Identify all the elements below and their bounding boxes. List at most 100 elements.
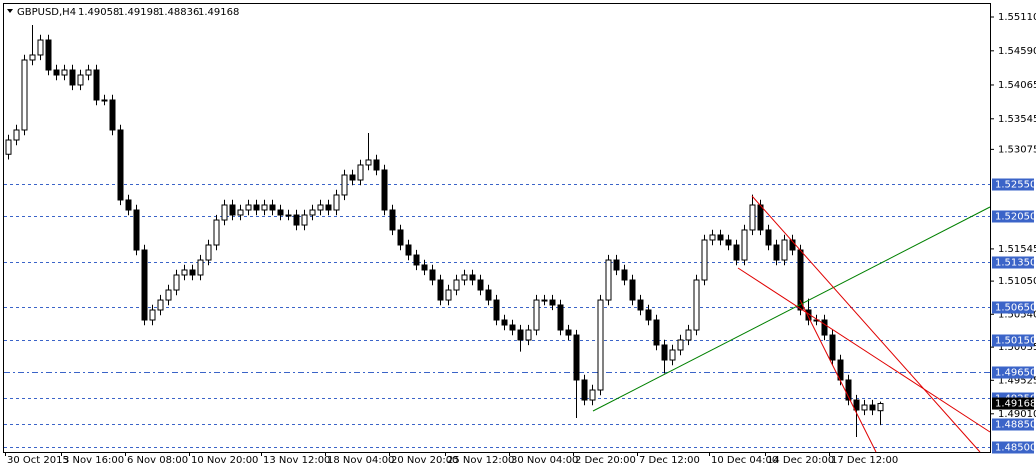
candle-body (221, 204, 228, 221)
candle-body (709, 234, 716, 241)
y-tick-label: 1.54590 (998, 46, 1036, 57)
candle-body (405, 244, 412, 256)
candle-body (701, 239, 708, 281)
candle-body (365, 159, 372, 166)
level-label: 1.52550 (995, 180, 1036, 191)
y-tick-label: 1.51050 (998, 276, 1036, 287)
trendline (751, 195, 981, 453)
candle-body (829, 334, 836, 361)
close-value: 1.49168 (198, 7, 239, 18)
y-tick-label: 1.49010 (998, 409, 1036, 420)
candle-body (357, 164, 364, 181)
candle-body (485, 289, 492, 301)
candle-body (461, 274, 468, 281)
candle-body (261, 204, 268, 211)
x-tick-label: 2 Dec 20:00 (575, 455, 636, 466)
candle-body (253, 204, 260, 211)
candle-body (413, 254, 420, 266)
candle-body (445, 289, 452, 301)
level-label: 1.50150 (995, 336, 1036, 347)
candle-body (53, 69, 60, 76)
candle-body (21, 59, 28, 131)
trendline (799, 299, 877, 453)
candle-body (133, 209, 140, 251)
candle-body (117, 129, 124, 201)
candle-body (509, 324, 516, 331)
level-label-box (992, 178, 1034, 191)
candle-body (173, 274, 180, 291)
candle-body (101, 99, 108, 102)
candle-body (741, 229, 748, 261)
x-tick-label: 3 Nov 16:00 (63, 455, 124, 466)
candle-body (653, 319, 660, 346)
candle-body (549, 299, 556, 306)
level-label: 1.48850 (995, 420, 1036, 431)
level-label-box (992, 210, 1034, 223)
candle-body (821, 319, 828, 336)
candle-body (493, 299, 500, 321)
level-label-box (992, 366, 1034, 379)
candle-body (637, 299, 644, 311)
levels (4, 184, 990, 448)
candle-body (269, 204, 276, 211)
candle-body (301, 214, 308, 226)
candle-body (757, 204, 764, 231)
candle-body (197, 259, 204, 276)
candle-body (573, 334, 580, 381)
candle-body (717, 234, 724, 241)
candle-body (189, 269, 196, 276)
candle-body (733, 244, 740, 261)
candle-body (5, 139, 12, 155)
candle-body (13, 129, 20, 141)
candle-body (245, 204, 252, 211)
level-label-box (992, 334, 1034, 347)
candle-body (77, 74, 84, 86)
level-label: 1.52050 (995, 212, 1036, 223)
level-label: 1.51350 (995, 258, 1036, 269)
candle-body (597, 299, 604, 391)
level-label-box (992, 256, 1034, 269)
candle-body (45, 39, 52, 71)
y-tick-label: 1.49525 (998, 375, 1036, 386)
candle-body (429, 269, 436, 281)
header: GBPUSD,H4 1.49058 1.49198 1.48836 1.4916… (7, 7, 239, 18)
candle-body (589, 389, 596, 401)
candle-body (309, 209, 316, 216)
x-tick-label: 13 Nov 12:00 (263, 455, 330, 466)
candle-body (669, 349, 676, 361)
candle-body (621, 269, 628, 281)
y-tick-label: 1.50540 (998, 309, 1036, 320)
x-tick-label: 25 Nov 12:00 (447, 455, 514, 466)
high-value: 1.49198 (118, 7, 159, 18)
candle-body (517, 329, 524, 341)
candle-body (861, 404, 868, 411)
level-label-box (992, 418, 1034, 431)
level-label: 1.48500 (995, 443, 1036, 454)
candle-body (165, 289, 172, 301)
candle-body (877, 403, 884, 412)
candle-body (349, 174, 356, 181)
candle-body (749, 204, 756, 231)
candles (5, 24, 884, 437)
candle-body (389, 209, 396, 231)
candle-body (853, 399, 860, 411)
candle-body (37, 39, 44, 56)
candle-body (453, 279, 460, 291)
x-tick-label: 6 Nov 08:00 (127, 455, 188, 466)
candle-body (205, 244, 212, 261)
candle-body (181, 269, 188, 276)
y-tick-label: 1.53075 (998, 144, 1036, 155)
candle-body (141, 249, 148, 321)
level-label: 1.50650 (995, 303, 1036, 314)
candle-body (677, 339, 684, 351)
candle-body (325, 204, 332, 211)
candle-body (421, 264, 428, 271)
x-tick-label: 30 Nov 04:00 (511, 455, 578, 466)
candle-body (341, 174, 348, 196)
candle-body (605, 259, 612, 301)
candle-body (501, 319, 508, 326)
candle-body (213, 219, 220, 246)
candle-body (765, 229, 772, 246)
symbol-title: GBPUSD,H4 (17, 7, 76, 18)
